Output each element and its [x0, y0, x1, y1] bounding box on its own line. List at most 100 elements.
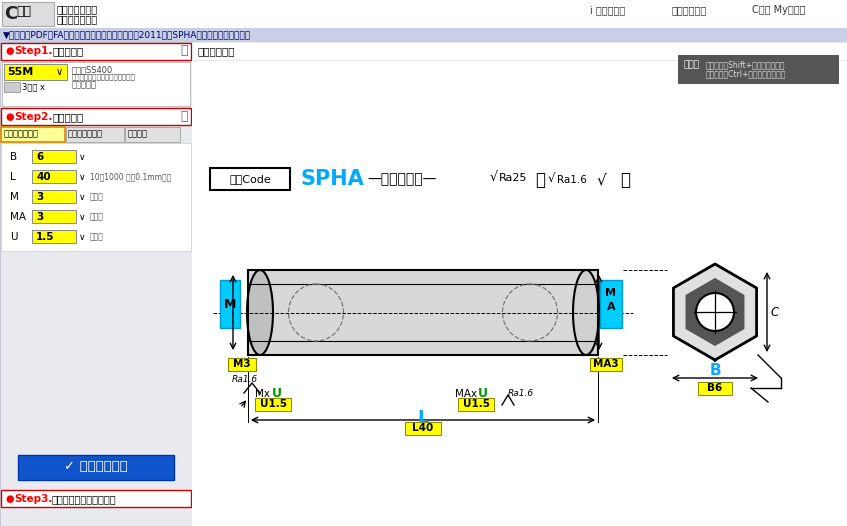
Text: Ra1.6: Ra1.6: [557, 175, 587, 185]
Text: M3: M3: [233, 359, 251, 369]
Bar: [0, 42, 192, 526]
Text: （: （: [535, 171, 545, 189]
Text: √: √: [548, 173, 556, 186]
Text: 呼び径: 呼び径: [90, 193, 104, 201]
Bar: [255, 398, 291, 411]
Text: ●: ●: [5, 494, 14, 504]
Text: 寸法を指定: 寸法を指定: [52, 112, 83, 122]
Text: お問い合わせ: お問い合わせ: [672, 5, 707, 15]
Bar: [1, 490, 191, 507]
Bar: [192, 42, 847, 60]
Bar: [2, 62, 190, 106]
Bar: [1, 108, 191, 125]
Text: 規格チェック・図面確認: 規格チェック・図面確認: [52, 494, 117, 504]
Polygon shape: [685, 278, 745, 346]
Text: Step3.: Step3.: [14, 494, 53, 504]
Bar: [248, 270, 598, 355]
Text: 10〜1000 指定0.1mm単位: 10〜1000 指定0.1mm単位: [90, 173, 171, 181]
Text: Cナビ Myページ: Cナビ Myページ: [752, 5, 805, 15]
Bar: [0, 0, 847, 28]
Bar: [405, 422, 441, 435]
Text: 省略可: 省略可: [90, 232, 104, 241]
Bar: [590, 358, 622, 371]
Bar: [125, 127, 180, 142]
Text: ∨: ∨: [79, 153, 86, 161]
Text: 画面移動：Shift+マウスドラッグ: 画面移動：Shift+マウスドラッグ: [706, 60, 785, 69]
Bar: [0, 28, 847, 42]
Text: ●: ●: [5, 46, 14, 56]
Text: 40: 40: [36, 171, 51, 181]
Bar: [18, 455, 174, 480]
Text: オプション指定: オプション指定: [68, 129, 103, 138]
Text: ▼カタログPDF　FA用メカニカル加工部品カタログ2011　「SPHA」カタログ非掲載商品: ▼カタログPDF FA用メカニカル加工部品カタログ2011 「SPHA」カタログ…: [3, 31, 251, 39]
Text: √: √: [490, 171, 498, 184]
Text: 画面拡大：Ctrl+マウス左クリック: 画面拡大：Ctrl+マウス左クリック: [706, 69, 786, 78]
Bar: [4, 82, 20, 92]
Text: √: √: [597, 172, 606, 187]
Bar: [32, 170, 76, 183]
Text: 図面を書かずに: 図面を書かずに: [57, 4, 98, 14]
Bar: [4, 64, 67, 80]
Text: ∨: ∨: [79, 213, 86, 221]
Text: B: B: [10, 152, 17, 162]
Text: U: U: [10, 232, 18, 242]
Text: 1.5: 1.5: [36, 231, 54, 241]
Bar: [220, 280, 240, 328]
Bar: [228, 358, 256, 371]
Text: MA3: MA3: [593, 359, 619, 369]
Bar: [1, 143, 191, 251]
Text: パラメータ指定: パラメータ指定: [4, 129, 39, 138]
Text: 🔍🔍🔍: 🔍🔍🔍: [683, 60, 699, 69]
Text: C: C: [4, 5, 17, 23]
Text: ）: ）: [620, 171, 630, 189]
Text: Step1.: Step1.: [14, 46, 53, 56]
Text: U: U: [272, 387, 282, 400]
Text: ナビ: ナビ: [16, 5, 31, 18]
Ellipse shape: [573, 270, 599, 355]
Text: A: A: [606, 302, 615, 312]
Text: 呼び径: 呼び径: [90, 213, 104, 221]
Bar: [458, 398, 494, 411]
Text: L: L: [418, 409, 429, 427]
Circle shape: [696, 293, 734, 331]
Text: Ra25: Ra25: [499, 173, 528, 183]
Bar: [210, 168, 290, 190]
Text: Step2.: Step2.: [14, 112, 53, 122]
Bar: [32, 230, 76, 243]
Text: ●: ●: [5, 112, 14, 122]
Bar: [2, 2, 54, 26]
Bar: [1, 43, 191, 60]
Text: C: C: [771, 306, 779, 319]
Text: 図面説明: 図面説明: [128, 129, 148, 138]
Text: M: M: [224, 298, 236, 310]
Text: Mx: Mx: [255, 389, 270, 399]
Text: MA: MA: [10, 212, 26, 222]
Text: L: L: [10, 172, 16, 182]
Text: ∨: ∨: [79, 232, 86, 241]
Text: i 操作ガイド: i 操作ガイド: [590, 5, 625, 15]
Ellipse shape: [247, 270, 273, 355]
Text: －: －: [180, 110, 187, 124]
Bar: [248, 270, 598, 355]
Text: 材質を選択: 材質を選択: [52, 46, 83, 56]
Bar: [32, 150, 76, 163]
Text: 55M: 55M: [7, 67, 33, 77]
Bar: [678, 55, 838, 83]
Text: L40: L40: [412, 423, 434, 433]
Text: －: －: [180, 45, 187, 57]
Bar: [698, 382, 732, 395]
Text: U1.5: U1.5: [462, 399, 490, 409]
Text: 材質：SS400: 材質：SS400: [72, 65, 113, 74]
Text: MAx: MAx: [455, 389, 477, 399]
Bar: [32, 190, 76, 203]
Text: Ra1.6: Ra1.6: [508, 389, 534, 398]
Bar: [66, 127, 124, 142]
Text: B6: B6: [707, 383, 722, 393]
Text: お知らせ欄：: お知らせ欄：: [197, 46, 235, 56]
Text: ∨: ∨: [79, 173, 86, 181]
Text: 当処理：－: 当処理：－: [72, 80, 97, 89]
Text: 3　🐾 x: 3 🐾 x: [22, 83, 45, 92]
Text: Ra1.6: Ra1.6: [232, 375, 258, 384]
Text: ∨: ∨: [79, 193, 86, 201]
Bar: [192, 42, 847, 526]
